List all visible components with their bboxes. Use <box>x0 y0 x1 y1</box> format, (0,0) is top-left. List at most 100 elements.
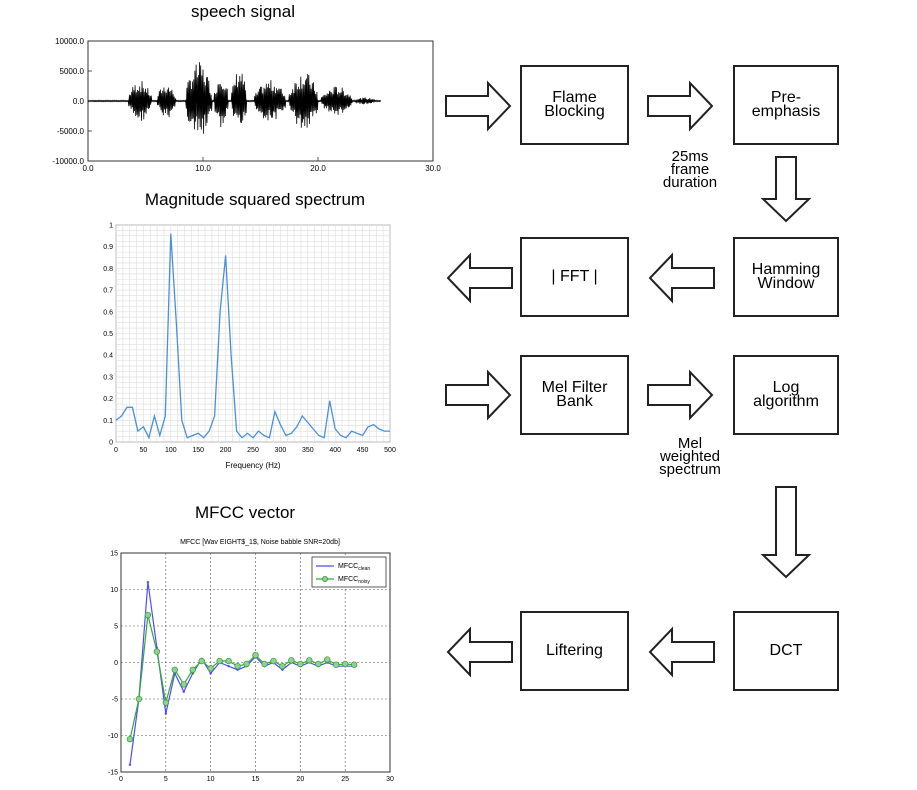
speech-xtick-label: 0.0 <box>82 164 94 173</box>
spectrum-ytick-label: 0.6 <box>103 309 113 316</box>
mfcc-noisy-point <box>306 657 313 664</box>
legend-noisy-label: MFCCnoisy <box>338 576 370 585</box>
speech-ytick-label: 10000.0 <box>55 37 84 46</box>
frame-duration-note: 25ms frame duration <box>662 148 718 191</box>
arrow-left-2-icon <box>446 252 513 304</box>
mfcc-noisy-point <box>270 657 277 665</box>
mfcc-noisy-point <box>279 662 286 670</box>
mfcc-ytick-label: 5 <box>114 624 118 631</box>
spectrum-line <box>115 233 390 440</box>
mfcc-noisy-point <box>243 660 250 668</box>
pre-emphasis-box: Pre- emphasis <box>733 65 839 145</box>
arrow-left-3-icon <box>648 626 715 678</box>
mfcc-chart: MFCC [Wav EIGHT$_1$, Noise babble SNR=20… <box>108 539 394 783</box>
spectrum-xtick-label: 400 <box>329 447 341 454</box>
spectrum-ytick-label: 0.3 <box>103 374 113 381</box>
mfcc-clean-point <box>164 712 168 715</box>
arrow-right-1-icon <box>445 80 512 132</box>
mfcc-xtick-label: 20 <box>296 776 304 783</box>
mfcc-noisy-point <box>261 660 268 668</box>
mfcc-noisy-point <box>297 660 304 668</box>
mfcc-title: MFCC vector <box>194 503 296 522</box>
mfcc-ytick-label: 0 <box>114 660 118 667</box>
mel-weighted-spectrum-note: Mel weighted spectrum <box>659 435 721 478</box>
speech-waveform <box>87 62 382 134</box>
speech-ytick-label: -10000.0 <box>52 157 84 166</box>
dct-label: DCT <box>769 642 803 659</box>
flame-blocking-box: Flame Blocking <box>520 65 629 145</box>
mfcc-ytick-label: 10 <box>110 587 118 594</box>
spectrum-xtick-label: 450 <box>357 447 369 454</box>
mfcc-noisy-point <box>144 611 152 619</box>
mfcc-noisy-point <box>171 666 178 673</box>
spectrum-ytick-label: 0.1 <box>103 418 113 425</box>
pre-emphasis-label: Pre- emphasis <box>751 89 821 120</box>
speech-xtick-label: 10.0 <box>195 164 211 173</box>
mfcc-noisy-point <box>288 657 295 664</box>
spectrum-ytick-label: 0.9 <box>103 244 113 251</box>
mfcc-noisy-point <box>135 695 143 703</box>
speech-ytick-label: 0.0 <box>73 97 85 106</box>
mel-filter-bank-box: Mel Filter Bank <box>520 355 629 435</box>
mfcc-clean-point <box>182 690 185 693</box>
flame-blocking-label: Flame Blocking <box>544 89 605 120</box>
speech-signal-title: speech signal <box>191 2 295 21</box>
spectrum-ytick-label: 0 <box>109 440 113 447</box>
mfcc-noisy-point <box>350 661 358 668</box>
spectrum-ytick-label: 0.2 <box>103 396 113 403</box>
mfcc-noisy-point <box>324 656 331 663</box>
liftering-label: Liftering <box>546 642 603 659</box>
fft-box: | FFT | <box>520 237 629 317</box>
spectrum-xlabel: Frequency (Hz) <box>225 461 280 470</box>
mfcc-noisy-point <box>234 662 241 670</box>
log-algorithm-label: Log algorithm <box>753 379 819 410</box>
mfcc-noisy-point <box>198 657 205 665</box>
mfcc-noisy-point <box>126 735 134 743</box>
legend-clean-label: MFCCclean <box>338 563 370 572</box>
mfcc-noisy-point <box>332 661 340 668</box>
spectrum-title: Magnitude squared spectrum <box>144 190 366 209</box>
mfcc-noisy-point <box>189 666 196 673</box>
spectrum-xtick-label: 250 <box>247 447 259 454</box>
arrow-left-4-icon <box>446 626 513 678</box>
speech-ytick-label: 5000.0 <box>60 67 85 76</box>
mfcc-noisy-point <box>225 657 232 665</box>
spectrum-ytick-label: 0.7 <box>103 288 113 295</box>
spectrum-xtick-label: 300 <box>275 447 287 454</box>
arrow-left-1-icon <box>648 252 715 304</box>
speech-signal-chart: 10000.0 5000.0 0.0 -5000.0 -10000.0 0.0 10.0 2… <box>52 37 441 173</box>
mfcc-xtick-label: 15 <box>252 776 260 783</box>
mfcc-clean-point <box>209 672 212 675</box>
mfcc-legend: MFCCclean MFCCnoisy <box>311 556 387 588</box>
mfcc-noisy-point <box>180 681 187 688</box>
mfcc-noisy-point <box>162 699 170 706</box>
log-algorithm-box: Log algorithm <box>733 355 839 435</box>
spectrum-ytick-label: 0.8 <box>103 266 113 273</box>
spectrum-xtick-label: 150 <box>192 447 204 454</box>
hamming-window-box: Hamming Window <box>733 237 839 317</box>
mfcc-xtick-label: 25 <box>341 776 349 783</box>
mfcc-chart-title: MFCC [Wav EIGHT$_1$, Noise babble SNR=20… <box>180 539 340 546</box>
arrow-down-1-icon <box>760 156 812 223</box>
mfcc-noisy-point <box>341 660 349 668</box>
fft-label: | FFT | <box>551 268 598 285</box>
spectrum-xtick-label: 0 <box>114 447 118 454</box>
mfcc-noisy-point <box>216 657 223 665</box>
arrow-right-2-icon <box>647 80 714 132</box>
spectrum-chart: 1 0.9 0.8 0.7 0.6 0.5 0.4 0.3 0.2 0.1 0 0 50 100 150 2… <box>103 223 396 471</box>
mfcc-xtick-label: 0 <box>119 776 123 783</box>
mfcc-noisy-point <box>252 651 259 659</box>
spectrum-ytick-label: 0.4 <box>103 353 113 360</box>
speech-ytick-label: -5000.0 <box>57 127 85 136</box>
spectrum-xtick-label: 200 <box>220 447 232 454</box>
spectrum-xtick-label: 50 <box>140 447 148 454</box>
hamming-window-label: Hamming Window <box>751 261 821 292</box>
spectrum-ytick-label: 1 <box>109 223 113 230</box>
speech-xtick-label: 20.0 <box>310 164 326 173</box>
mfcc-noisy-point <box>315 660 322 668</box>
dct-box: DCT <box>733 611 839 691</box>
mfcc-clean-point <box>146 581 150 584</box>
mfcc-noisy-point <box>207 665 214 672</box>
liftering-box: Liftering <box>520 611 629 691</box>
arrow-right-4-icon <box>647 369 714 421</box>
